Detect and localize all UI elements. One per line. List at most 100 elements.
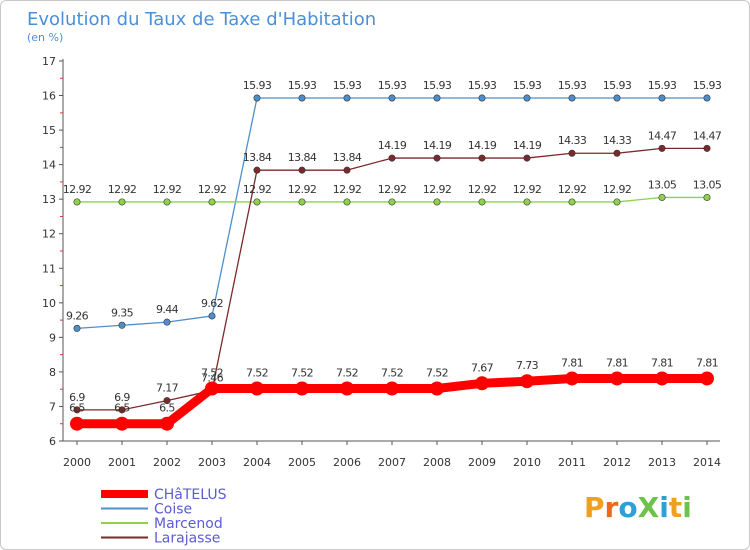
data-point (568, 198, 576, 206)
data-point (250, 381, 264, 396)
y-tick-label: 6 (49, 435, 56, 448)
data-point (163, 397, 171, 405)
data-label: 12.92 (333, 183, 362, 196)
data-point (613, 149, 621, 157)
y-tick-label: 16 (42, 90, 56, 103)
x-tick-label: 2006 (333, 456, 361, 469)
data-label: 15.93 (378, 79, 407, 92)
data-point (295, 381, 309, 396)
data-label: 6.5 (159, 402, 175, 415)
point-labels: 9.26 9.35 9.44 9.62 15.93 15.93 15.93 15.93 15.9… (63, 79, 723, 415)
x-tick-label: 2011 (558, 456, 586, 469)
data-label: 13.05 (693, 178, 722, 191)
data-point (163, 198, 171, 206)
logo-letter: r (605, 491, 619, 524)
data-label: 7.67 (471, 361, 494, 374)
data-point (433, 94, 441, 102)
data-label: 14.19 (468, 139, 497, 152)
data-label: 7.52 (291, 366, 313, 379)
data-label: 7.52 (246, 366, 268, 379)
x-tick-label: 2005 (288, 456, 316, 469)
y-tick-label: 11 (42, 262, 56, 275)
data-point (253, 198, 261, 206)
data-label: 9.35 (111, 306, 134, 319)
data-label: 7.81 (696, 356, 718, 369)
data-point (658, 94, 666, 102)
logo-letter: o (618, 491, 637, 524)
data-label: 14.33 (603, 134, 632, 147)
data-label: 12.92 (378, 183, 407, 196)
data-label: 6.5 (69, 402, 85, 415)
data-point (253, 166, 261, 174)
data-label: 15.93 (603, 79, 632, 92)
data-point (208, 312, 216, 320)
data-point (388, 94, 396, 102)
data-label: 12.92 (513, 183, 542, 196)
data-point (475, 376, 489, 391)
data-label: 12.92 (288, 183, 317, 196)
data-label: 12.92 (603, 183, 632, 196)
y-tick-label: 7 (49, 400, 56, 413)
series-points (70, 94, 714, 431)
data-point (118, 321, 126, 329)
data-label: 15.93 (333, 79, 362, 92)
x-tick-label: 2003 (198, 456, 226, 469)
data-point (73, 198, 81, 206)
data-point (565, 371, 579, 386)
x-tick-label: 2009 (468, 456, 496, 469)
data-point (433, 198, 441, 206)
data-label: 9.62 (201, 297, 223, 310)
y-tick-label: 14 (42, 159, 56, 172)
data-label: 12.92 (243, 183, 272, 196)
logo-letter: i (682, 491, 692, 524)
data-label: 13.05 (648, 178, 677, 191)
data-point (73, 324, 81, 332)
data-point (613, 198, 621, 206)
data-point (298, 198, 306, 206)
data-label: 7.81 (651, 356, 673, 369)
data-point (523, 94, 531, 102)
data-label: 12.92 (558, 183, 587, 196)
legend-label: Larajasse (154, 531, 220, 547)
data-point (658, 193, 666, 201)
y-tick-label: 13 (42, 193, 56, 206)
chart-title: Evolution du Taux de Taxe d'Habitation (27, 9, 376, 30)
data-label: 15.93 (288, 79, 317, 92)
data-label: 7.52 (336, 366, 358, 379)
data-point (163, 318, 171, 326)
logo-letter: i (659, 491, 669, 524)
x-tick-label: 2008 (423, 456, 451, 469)
data-point (703, 94, 711, 102)
data-label: 6.5 (114, 402, 130, 415)
data-point (343, 198, 351, 206)
data-label: 15.93 (513, 79, 542, 92)
data-label: 14.19 (378, 139, 407, 152)
data-point (523, 198, 531, 206)
data-label: 15.93 (648, 79, 677, 92)
data-point (568, 94, 576, 102)
data-label: 14.47 (693, 129, 722, 142)
data-point (703, 144, 711, 152)
chart-subtitle: (en %) (27, 31, 63, 44)
data-point (298, 166, 306, 174)
data-label: 12.92 (63, 183, 92, 196)
data-point (658, 144, 666, 152)
data-point (118, 406, 126, 414)
x-tick-label: 2012 (603, 456, 631, 469)
x-tick-label: 2000 (63, 456, 91, 469)
y-tick-label: 8 (49, 366, 56, 379)
data-label: 15.93 (423, 79, 452, 92)
data-label: 15.93 (693, 79, 722, 92)
data-point (520, 374, 534, 389)
data-label: 7.52 (201, 366, 223, 379)
data-point (610, 371, 624, 386)
data-point (298, 94, 306, 102)
data-label: 7.17 (156, 382, 179, 395)
data-label: 15.93 (558, 79, 587, 92)
x-tick-label: 2004 (243, 456, 271, 469)
data-point (703, 193, 711, 201)
data-point (700, 371, 714, 386)
data-point (523, 154, 531, 162)
